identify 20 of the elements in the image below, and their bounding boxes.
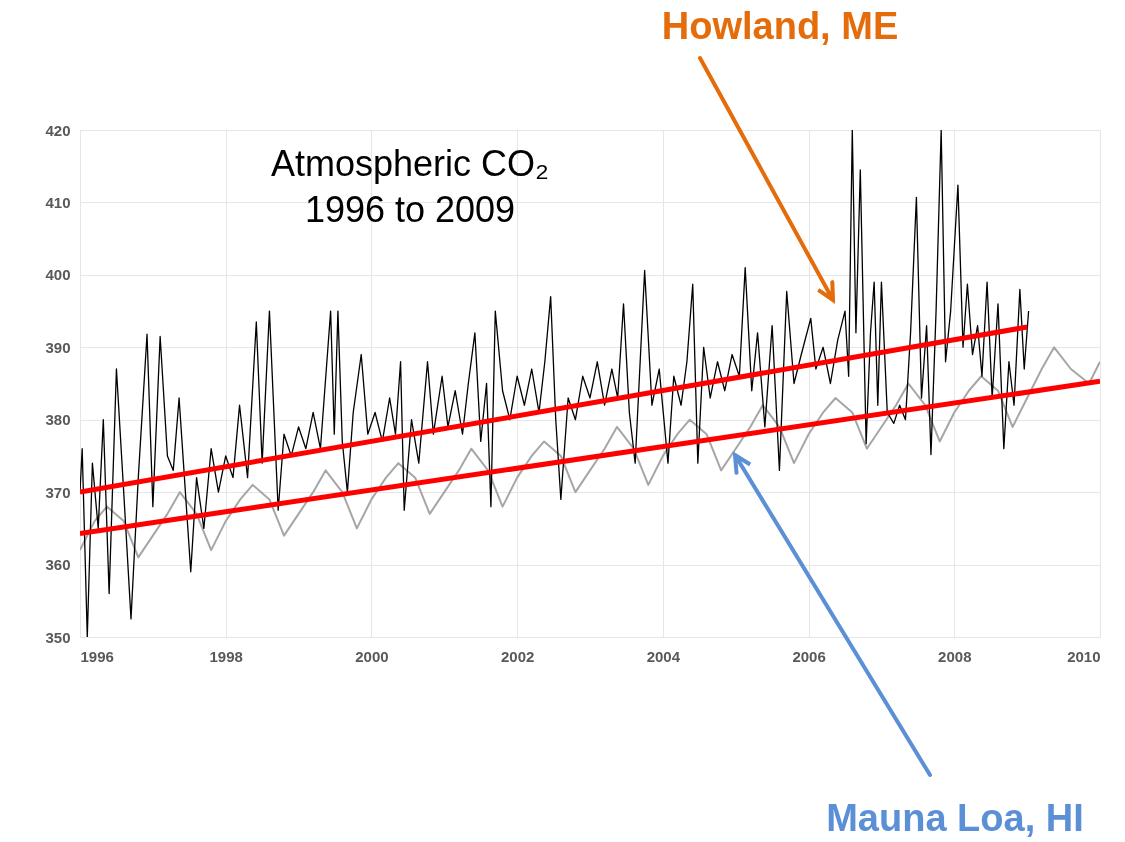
x-tick-label: 1996 bbox=[80, 647, 114, 665]
y-tick-label: 420 bbox=[45, 121, 71, 139]
x-tick-label: 2000 bbox=[355, 647, 389, 665]
x-tick-label: 1998 bbox=[209, 647, 243, 665]
y-tick-label: 370 bbox=[45, 483, 71, 501]
x-tick-label: 2002 bbox=[500, 647, 535, 665]
x-tick-label: 2010 bbox=[1067, 647, 1101, 665]
text: Mauna Loa, HI bbox=[826, 797, 1084, 839]
y-tick-label: 380 bbox=[45, 411, 71, 429]
x-tick-label: 2006 bbox=[792, 647, 826, 665]
text: Howland, ME bbox=[661, 5, 899, 47]
x-tick-label: 2004 bbox=[646, 647, 681, 665]
y-tick-label: 360 bbox=[45, 556, 71, 574]
y-tick-label: 390 bbox=[45, 338, 71, 356]
y-tick-label: 410 bbox=[45, 193, 71, 211]
y-tick-label: 350 bbox=[45, 628, 71, 646]
line-series bbox=[80, 346, 1100, 559]
y-tick-label: 400 bbox=[45, 266, 71, 284]
text: Atmospheric CO₂ 1996 to 2009 bbox=[270, 143, 550, 230]
x-tick-label: 2008 bbox=[938, 647, 972, 665]
